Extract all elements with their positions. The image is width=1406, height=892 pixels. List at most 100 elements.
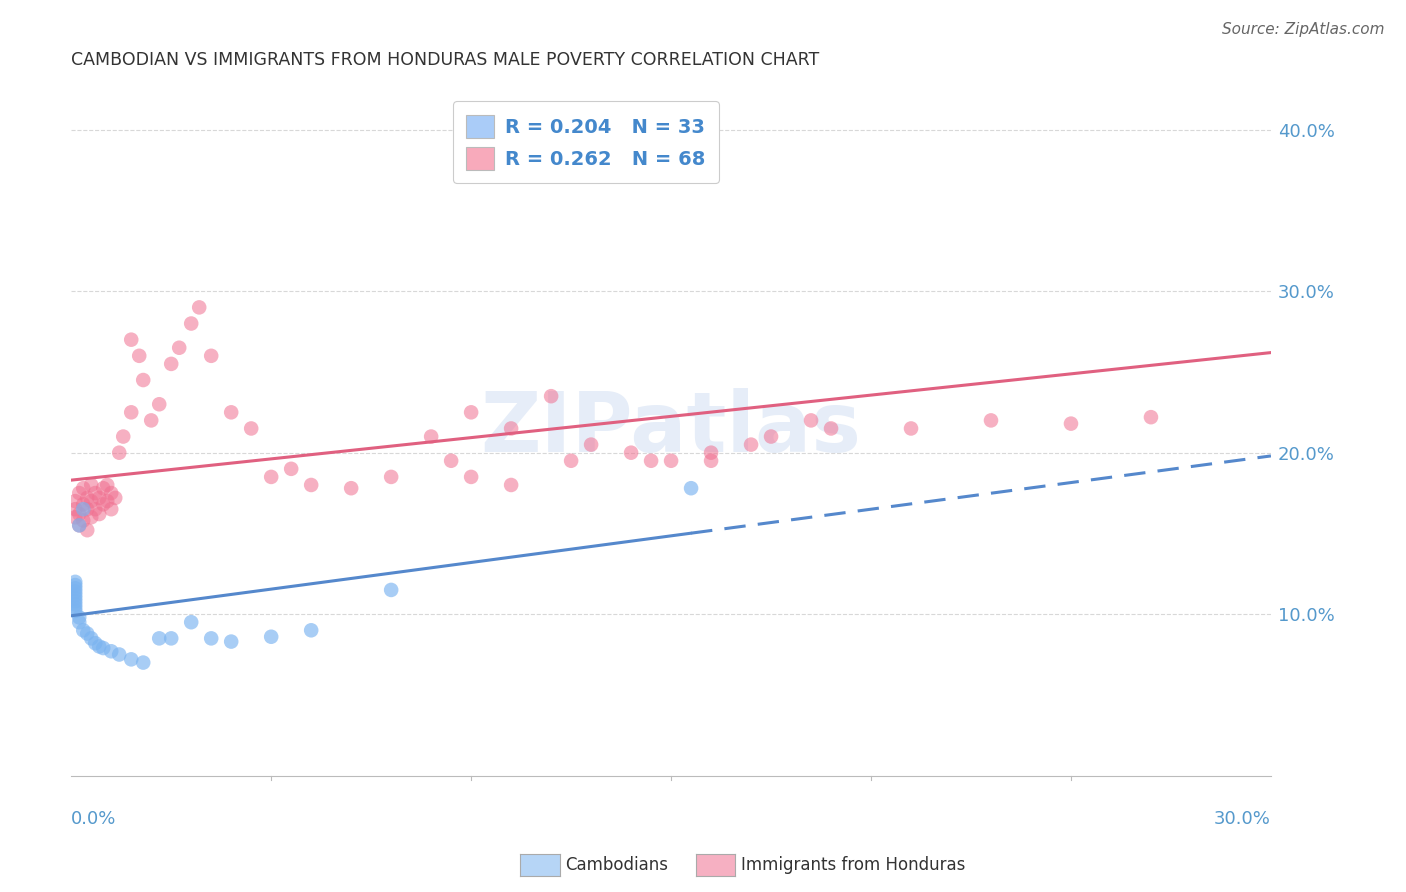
Point <box>1060 417 1083 431</box>
Point <box>72 497 94 511</box>
Point <box>200 349 222 363</box>
Point <box>560 454 582 468</box>
Point <box>188 301 211 315</box>
Point <box>167 341 190 355</box>
Point <box>700 446 723 460</box>
Point <box>240 421 263 435</box>
Text: Source: ZipAtlas.com: Source: ZipAtlas.com <box>1222 22 1385 37</box>
Point <box>160 357 183 371</box>
Point <box>659 454 682 468</box>
Point <box>72 481 94 495</box>
Point <box>108 648 131 662</box>
Point <box>67 615 90 630</box>
Point <box>128 349 150 363</box>
Point <box>620 446 643 460</box>
Point <box>100 486 122 500</box>
Text: ZIPatlas: ZIPatlas <box>481 388 862 469</box>
Point <box>67 507 90 521</box>
Point <box>132 373 155 387</box>
Point <box>89 640 111 654</box>
Legend: R = 0.204   N = 33, R = 0.262   N = 68: R = 0.204 N = 33, R = 0.262 N = 68 <box>453 102 720 184</box>
Point <box>440 454 463 468</box>
Point <box>700 454 723 468</box>
Point <box>72 514 94 528</box>
Point <box>91 497 114 511</box>
Point <box>84 636 107 650</box>
Point <box>148 632 170 646</box>
Point <box>76 502 98 516</box>
Point <box>640 454 662 468</box>
Point <box>460 470 482 484</box>
Point <box>299 478 322 492</box>
Point <box>180 615 202 630</box>
Point <box>460 405 482 419</box>
Point <box>260 630 283 644</box>
Point <box>84 486 107 500</box>
Point <box>980 413 1002 427</box>
Point <box>260 470 283 484</box>
Point <box>72 624 94 638</box>
Point <box>80 478 103 492</box>
Point <box>89 507 111 521</box>
Point <box>104 491 127 505</box>
Point <box>72 502 94 516</box>
Point <box>501 478 523 492</box>
Point <box>65 584 87 599</box>
Point <box>65 594 87 608</box>
Point <box>340 481 363 495</box>
Text: 30.0%: 30.0% <box>1213 810 1271 829</box>
Point <box>67 486 90 500</box>
Point <box>820 421 842 435</box>
Point <box>91 641 114 656</box>
Point <box>100 644 122 658</box>
Point <box>65 578 87 592</box>
Point <box>160 632 183 646</box>
Point <box>80 632 103 646</box>
Point <box>219 405 242 419</box>
Point <box>65 574 87 589</box>
Point <box>108 446 131 460</box>
Point <box>76 626 98 640</box>
Point <box>65 598 87 612</box>
Point <box>76 523 98 537</box>
Point <box>148 397 170 411</box>
Point <box>80 494 103 508</box>
Point <box>740 437 762 451</box>
Point <box>219 634 242 648</box>
Point <box>759 429 782 443</box>
Point <box>112 429 135 443</box>
Point <box>120 333 142 347</box>
Point <box>80 510 103 524</box>
Point <box>900 421 922 435</box>
Point <box>141 413 163 427</box>
Point <box>681 481 703 495</box>
Point <box>132 656 155 670</box>
Point <box>280 462 302 476</box>
Point <box>800 413 823 427</box>
Point <box>501 421 523 435</box>
Point <box>65 600 87 615</box>
Text: 0.0%: 0.0% <box>72 810 117 829</box>
Point <box>65 510 87 524</box>
Point <box>540 389 562 403</box>
Text: Immigrants from Honduras: Immigrants from Honduras <box>741 856 966 874</box>
Point <box>420 429 443 443</box>
Point <box>380 470 402 484</box>
Point <box>96 494 118 508</box>
Point <box>299 624 322 638</box>
Point <box>65 591 87 605</box>
Point <box>380 582 402 597</box>
Point <box>65 494 87 508</box>
Point <box>76 491 98 505</box>
Text: CAMBODIAN VS IMMIGRANTS FROM HONDURAS MALE POVERTY CORRELATION CHART: CAMBODIAN VS IMMIGRANTS FROM HONDURAS MA… <box>72 51 820 69</box>
Point <box>65 582 87 596</box>
Point <box>65 502 87 516</box>
Point <box>65 604 87 618</box>
Point <box>579 437 602 451</box>
Point <box>67 518 90 533</box>
Point <box>91 481 114 495</box>
Point <box>180 317 202 331</box>
Point <box>120 405 142 419</box>
Point <box>84 502 107 516</box>
Point <box>89 491 111 505</box>
